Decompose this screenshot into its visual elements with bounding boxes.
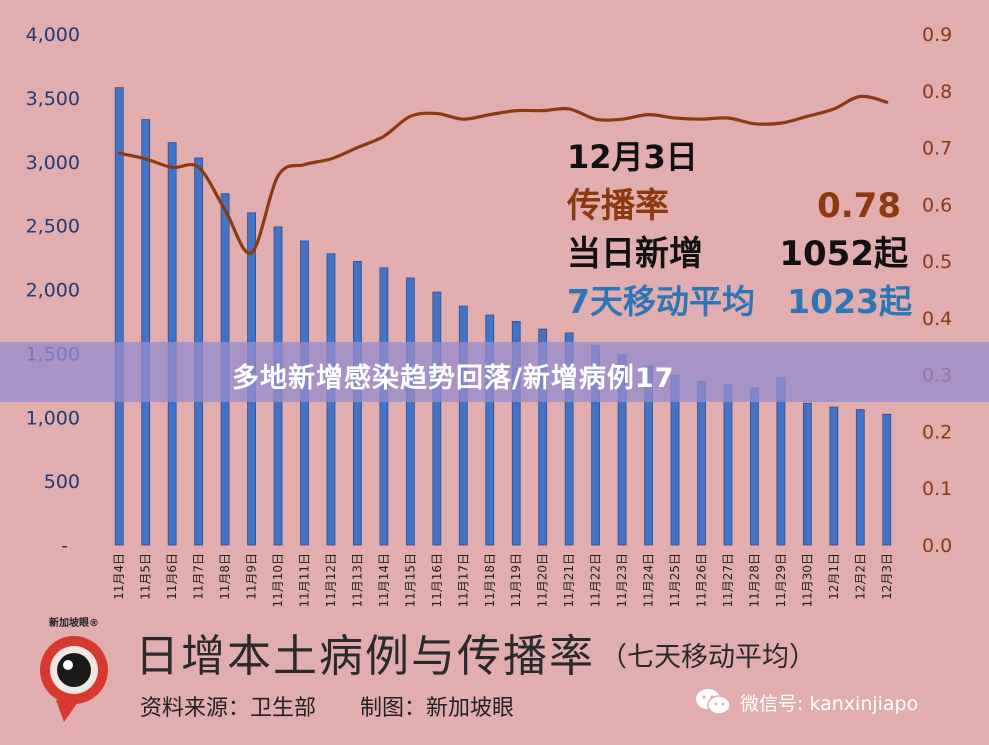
left-tick-label: - bbox=[61, 535, 68, 557]
right-tick-label: 0.5 bbox=[922, 251, 952, 273]
bar bbox=[829, 406, 839, 546]
x-tick-label: 11月7日 bbox=[192, 553, 206, 600]
x-tick-label: 11月24日 bbox=[642, 553, 656, 608]
bar bbox=[432, 291, 442, 546]
x-tick-label: 11月5日 bbox=[139, 553, 153, 600]
left-tick-label: 2,500 bbox=[26, 216, 80, 238]
bar bbox=[882, 413, 892, 546]
x-tick-label: 11月11日 bbox=[298, 553, 312, 608]
x-tick-label: 11月22日 bbox=[589, 553, 603, 608]
left-tick-label: 2,000 bbox=[26, 280, 80, 302]
x-tick-label: 11月13日 bbox=[350, 553, 364, 608]
chart-subtitle: （七天移动平均） bbox=[600, 642, 816, 673]
x-tick-label: 11月18日 bbox=[483, 553, 497, 608]
x-tick-label: 11月14日 bbox=[377, 553, 391, 608]
annotation-block: 12月3日 传播率 0.78 当日新增 1052起 7天移动平均 1023起 bbox=[566, 138, 913, 321]
bar bbox=[697, 381, 706, 546]
bar-series bbox=[114, 87, 892, 546]
x-tick-label: 12月3日 bbox=[880, 553, 894, 600]
left-tick-label: 4,000 bbox=[26, 24, 80, 46]
right-tick-label: 0.6 bbox=[922, 194, 952, 216]
bar bbox=[379, 267, 389, 546]
x-tick-label: 11月10日 bbox=[271, 553, 285, 608]
annotation-daily-label: 当日新增 bbox=[567, 234, 703, 274]
chart-title: 日增本土病例与传播率 bbox=[135, 631, 595, 682]
annotation-avg-label: 7天移动平均 bbox=[567, 282, 755, 321]
bar bbox=[855, 409, 865, 546]
x-tick-label: 11月17日 bbox=[456, 553, 470, 608]
left-tick-label: 1,000 bbox=[26, 407, 80, 429]
bar bbox=[353, 260, 362, 546]
source-credit: 资料来源：卫生部 制图：新加坡眼 bbox=[140, 696, 515, 721]
wechat-label: 微信号: kanxinjiapo bbox=[740, 692, 919, 715]
left-tick-label: 500 bbox=[44, 471, 80, 493]
bar bbox=[511, 321, 521, 546]
right-tick-label: 0.2 bbox=[922, 421, 952, 443]
headline-text: 多地新增感染趋势回落/新增病例17 bbox=[232, 363, 675, 394]
x-tick-label: 11月6日 bbox=[165, 553, 179, 600]
left-tick-label: 3,500 bbox=[26, 88, 80, 110]
annotation-date: 12月3日 bbox=[567, 138, 698, 176]
right-tick-label: 0.1 bbox=[922, 478, 952, 500]
wechat-icon bbox=[696, 689, 731, 715]
headline-banner[interactable]: 多地新增感染趋势回落/新增病例17 bbox=[0, 342, 989, 402]
x-tick-label: 11月27日 bbox=[721, 553, 735, 608]
x-tick-label: 11月16日 bbox=[430, 553, 444, 608]
x-axis: 11月4日 11月5日 11月6日 11月7日 11月8日 11月9日 11月10日 11月1… bbox=[112, 553, 894, 608]
right-tick-label: 0.9 bbox=[922, 24, 952, 46]
annotation-rate-value: 0.78 bbox=[817, 186, 901, 226]
logo-icon: 新加坡眼® bbox=[40, 616, 108, 722]
x-tick-label: 11月25日 bbox=[668, 553, 682, 608]
bar bbox=[538, 328, 548, 546]
x-tick-label: 12月1日 bbox=[827, 553, 841, 600]
right-tick-label: 0.0 bbox=[922, 535, 952, 557]
left-tick-label: 3,000 bbox=[26, 152, 80, 174]
x-tick-label: 12月2日 bbox=[853, 553, 867, 600]
annotation-avg-value: 1023起 bbox=[787, 282, 913, 321]
x-tick-label: 11月4日 bbox=[112, 553, 126, 600]
bar bbox=[564, 332, 574, 546]
x-tick-label: 11月28日 bbox=[747, 553, 761, 608]
transmission-rate-line bbox=[117, 94, 889, 255]
annotation-rate-label: 传播率 bbox=[566, 186, 669, 226]
x-tick-label: 11月21日 bbox=[562, 553, 576, 608]
x-tick-label: 11月12日 bbox=[324, 553, 338, 608]
x-tick-label: 11月26日 bbox=[695, 553, 709, 608]
annotation-daily-value: 1052起 bbox=[779, 234, 909, 274]
bar bbox=[141, 119, 151, 546]
bar bbox=[776, 377, 786, 546]
right-tick-label: 0.7 bbox=[922, 138, 952, 160]
x-tick-label: 11月19日 bbox=[509, 553, 523, 608]
x-tick-label: 11月29日 bbox=[774, 553, 788, 608]
x-tick-label: 11月8日 bbox=[218, 553, 232, 600]
x-tick-label: 11月9日 bbox=[245, 553, 259, 600]
bar bbox=[485, 314, 495, 546]
x-tick-label: 11月23日 bbox=[615, 553, 629, 608]
bar bbox=[114, 87, 124, 546]
bar bbox=[802, 402, 812, 546]
logo-label: 新加坡眼® bbox=[49, 616, 99, 629]
right-tick-label: 0.4 bbox=[922, 308, 952, 330]
right-tick-label: 0.8 bbox=[922, 81, 952, 103]
x-tick-label: 11月20日 bbox=[536, 553, 550, 608]
bar bbox=[750, 387, 759, 546]
x-tick-label: 11月30日 bbox=[800, 553, 814, 608]
x-tick-label: 11月15日 bbox=[403, 553, 417, 608]
bar bbox=[405, 277, 415, 546]
right-axis: 0.90.80.70.60.50.40.30.20.10.0 bbox=[922, 24, 952, 557]
bar bbox=[723, 383, 733, 546]
bar bbox=[458, 305, 468, 546]
wechat-badge: 微信号: kanxinjiapo bbox=[694, 687, 918, 717]
